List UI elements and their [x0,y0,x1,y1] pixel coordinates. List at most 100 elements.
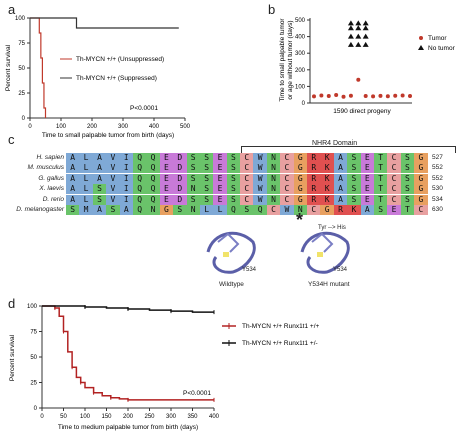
residue: A [66,153,80,163]
residue: G [414,163,428,174]
panel-a-yticks: 0 25 50 75 100 [15,16,30,122]
panel-d-series [42,305,215,402]
residue: S [400,153,415,163]
residue: D [173,194,187,205]
residue: S [226,184,241,195]
residue: E [159,173,174,184]
residue: G [293,184,308,195]
d-ytick-label: 25 [30,381,37,387]
residue: E [213,194,227,205]
residue: N [266,153,281,163]
residue: C [280,153,294,163]
species-label: H. sapien [36,154,64,161]
b-point-tumor [356,77,361,82]
residue: Q [146,163,160,174]
residue: Q [132,173,147,184]
residue: A [92,153,107,163]
b-ytick-label: 400 [295,35,306,41]
b-point-no-tumor [355,25,362,31]
residue: G [293,173,308,184]
panel-a-xticks: 0 100 200 300 400 500 [28,118,191,130]
a-xtick-label: 400 [149,124,160,130]
residue: A [92,173,107,184]
residue: W [253,163,267,174]
residue: S [92,194,107,205]
b-point-tumor [341,94,346,99]
residue: E [159,184,174,195]
species-label: D. melanogaster [16,206,64,213]
residue: C [280,173,294,184]
residue: V [106,184,120,195]
residue: G [414,194,428,205]
a-series-line [30,17,179,29]
panel-d-chart: 0 25 50 75 100 0 50 100 150 200 250 300 350 400 Perc… [9,304,320,431]
d-xtick-label: 400 [209,414,220,420]
b-point-no-tumor [362,20,369,26]
residue: N [266,173,281,184]
residue: E [360,173,374,184]
residue: S [400,163,415,174]
structure-mutant-caption: Y534H mutant [308,281,350,288]
residue: Q [253,205,267,215]
residue: E [159,163,174,174]
residue: T [373,163,388,174]
panel-a-chart: 0 25 50 75 100 0 100 200 300 400 500 Percent surv… [5,16,191,139]
panel-d-legend-2: Th-MYCN +/+ Runx1t1 +/- [242,340,318,347]
residue: C [414,205,428,215]
residue: D [173,153,187,163]
residue: A [333,194,348,205]
residue: K [320,184,334,195]
residue: E [360,184,374,195]
residue: Q [146,153,160,163]
residue: S [400,194,415,205]
residue: R [307,194,321,205]
a-ytick-label: 50 [18,66,25,72]
residue: T [373,173,388,184]
residue: C [280,184,294,195]
b-point-no-tumor [355,41,362,47]
residue: W [280,205,294,215]
residue: G [293,153,308,163]
residue: S [199,153,214,163]
residue: C [240,173,254,184]
residue: W [253,184,267,195]
sequence-end-number: 534 [432,195,443,203]
a-series-line [30,17,47,118]
residue: A [66,173,80,184]
residue: G [414,173,428,184]
residue: G [159,205,174,215]
residue: K [320,194,334,205]
d-series-line [42,305,214,401]
residue: S [92,184,107,195]
panel-b-ylabel-2: or age without tumor (days) [287,20,294,99]
residue: C [240,184,254,195]
residue: C [387,194,401,205]
d-series-line [42,305,214,313]
panel-a-series [30,17,179,118]
panel-a-xlabel: Time to small palpable tumor from birth … [42,132,174,139]
a-xtick-label: 200 [87,124,98,130]
residue: S [173,205,187,215]
residue: C [280,163,294,174]
panel-a-legend-2: Th-MYCN +/+ (Suppressed) [76,75,157,82]
b-point-no-tumor [355,20,362,26]
b-point-tumor [363,94,368,99]
residue: S [400,173,415,184]
b-point-tumor [326,94,331,99]
residue: C [240,153,254,163]
panel-d-letter: d [8,296,16,311]
residue: I [119,163,133,174]
panel-a-ylabel: Percent survival [5,44,12,91]
a-ytick-label: 100 [15,16,26,22]
residue: T [373,153,388,163]
d-ytick-label: 100 [27,304,38,310]
b-point-tumor [393,93,398,98]
residue: E [360,163,374,174]
residue: G [320,205,334,215]
d-xtick-label: 250 [144,414,155,420]
residue: V [106,163,120,174]
residue: E [213,153,227,163]
residue: Q [132,184,147,195]
d-ytick-label: 50 [30,355,37,361]
